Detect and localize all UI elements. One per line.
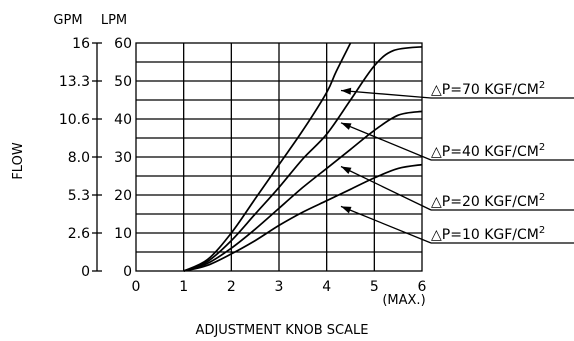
series-line [183,42,352,272]
gpm-tick-label: 8.0 [68,150,90,166]
x-tick-label: 4 [322,279,331,295]
x-tick-label: 5 [370,279,379,295]
series-label: △P=70 KGF/CM2 [431,80,545,98]
lpm-tick-label: 40 [114,112,132,128]
leader-line [340,122,432,161]
gpm-tick-label: 10.6 [59,112,90,128]
y-axis-label: FLOW [11,142,26,179]
lpm-tick-label: 30 [114,150,132,166]
x-max-note: (MAX.) [382,293,425,308]
leader-line [340,205,432,244]
lpm-tick-label: 60 [114,36,132,52]
gpm-tick-label: 13.3 [59,74,90,90]
series-label: △P=20 KGF/CM2 [431,192,545,210]
leader-line [340,165,432,211]
series-line [183,110,423,272]
series-line [183,45,423,272]
grid [135,42,423,272]
x-tick-label: 3 [275,279,284,295]
lpm-tick-label: 10 [114,226,132,242]
x-tick-label: 1 [179,279,188,295]
series-label: △P=40 KGF/CM2 [431,142,545,160]
lpm-tick-label: 20 [114,188,132,204]
lpm-tick-label: 50 [114,74,132,90]
series-lines [183,42,423,272]
series-label: △P=10 KGF/CM2 [431,225,545,243]
gpm-tick-label: 5.3 [68,188,90,204]
gpm-tick-label: 0 [81,264,90,280]
arrowhead [341,206,352,214]
axes [92,42,102,272]
series-line [183,163,423,272]
right-axis-unit: LPM [101,13,127,28]
arrowhead [341,166,352,174]
x-tick-label: 2 [227,279,236,295]
gpm-tick-label: 16 [72,36,90,52]
arrowhead [341,122,352,130]
arrowhead [341,87,352,95]
x-tick-label: 0 [132,279,141,295]
x-tick-label: 6 [418,279,427,295]
leader-line [340,89,432,99]
lpm-tick-label: 0 [123,264,132,280]
series-labels: △P=70 KGF/CM2 △P=40 KGF/CM2 △P=20 KGF/CM2 △… [340,80,574,244]
x-axis-label: ADJUSTMENT KNOB SCALE [196,323,369,338]
gpm-tick-label: 2.6 [68,226,90,242]
left-axis-unit: GPM [53,13,82,28]
